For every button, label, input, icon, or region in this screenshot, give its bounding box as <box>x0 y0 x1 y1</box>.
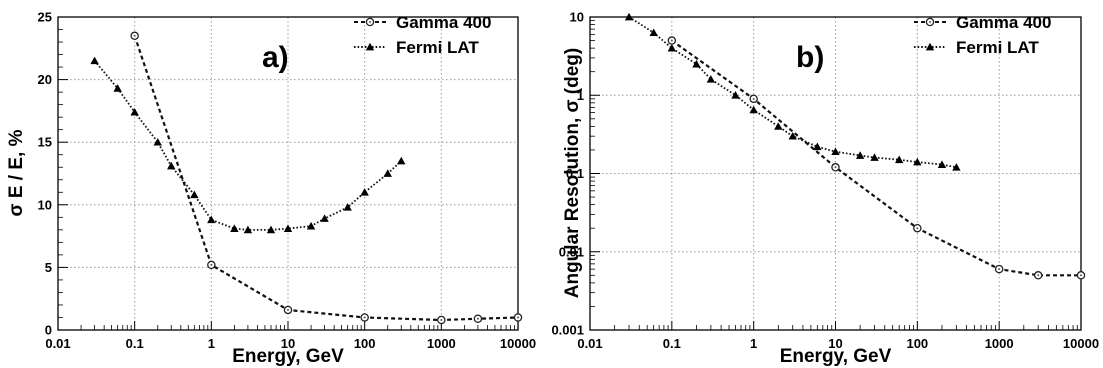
x-tick-label: 0.1 <box>126 336 144 351</box>
x-tick-label: 100 <box>354 336 376 351</box>
y-axis-label: σ E / E, % <box>6 129 27 216</box>
x-tick-label: 1 <box>750 336 757 351</box>
data-point <box>167 161 176 170</box>
data-point <box>343 203 352 211</box>
data-point <box>190 190 199 199</box>
plot-frame <box>589 16 1082 331</box>
data-point <box>774 122 783 130</box>
data-point <box>113 84 122 92</box>
x-axis-label: Energy, GeV <box>232 346 344 367</box>
series-line <box>628 16 957 169</box>
panel-label: a) <box>262 41 289 74</box>
x-tick-label: 0.01 <box>45 336 70 351</box>
legend-label: Gamma 400 <box>956 13 1051 32</box>
data-point <box>870 153 879 161</box>
data-point <box>283 224 293 232</box>
data-point <box>320 214 329 222</box>
legend-marker <box>925 42 935 51</box>
series-fermi-lat <box>624 12 961 171</box>
data-point <box>913 157 922 166</box>
x-tick-label: 0.1 <box>663 336 681 351</box>
series-fermi-lat <box>90 56 406 234</box>
series-line <box>133 35 519 322</box>
y-tick-label: 1 <box>577 88 584 103</box>
legend-label: Fermi LAT <box>396 38 479 57</box>
data-point <box>266 225 276 234</box>
data-point <box>360 188 369 196</box>
data-point <box>243 225 253 234</box>
y-tick-label: 10 <box>38 197 52 212</box>
panel-label: b) <box>796 41 824 74</box>
y-tick-label: 15 <box>38 135 52 150</box>
data-point <box>667 43 677 52</box>
series-gamma-400 <box>130 31 523 325</box>
x-tick-label: 10000 <box>500 336 536 351</box>
data-point <box>706 75 716 83</box>
legend-label: Fermi LAT <box>956 38 1039 57</box>
data-point <box>813 142 822 151</box>
x-tick-label: 10 <box>828 336 842 351</box>
data-point <box>692 59 701 68</box>
x-tick-label: 10 <box>281 336 295 351</box>
data-point <box>624 12 634 21</box>
data-point <box>649 28 658 37</box>
series-gamma-400 <box>667 36 1086 280</box>
data-point <box>306 221 316 230</box>
x-tick-label: 1000 <box>427 336 456 351</box>
plot-frame <box>57 16 519 331</box>
data-point <box>937 160 947 168</box>
series-line <box>93 60 402 231</box>
data-point <box>831 147 840 156</box>
legend: Gamma 400 Fermi LAT <box>914 13 1051 57</box>
data-point <box>230 224 239 232</box>
y-tick-label: 0 <box>45 323 52 338</box>
data-point <box>749 105 758 114</box>
y-tick-label: 5 <box>45 260 52 275</box>
legend: Gamma 400 Fermi LAT <box>354 13 491 57</box>
x-tick-label: 1 <box>208 336 215 351</box>
y-tick-label: 20 <box>38 72 52 87</box>
data-point <box>894 155 904 164</box>
y-tick-label: 0.001 <box>551 323 584 338</box>
data-point <box>383 169 392 177</box>
data-point <box>855 151 865 159</box>
y-tick-label: 0.1 <box>566 166 584 181</box>
data-point <box>130 107 139 116</box>
data-point <box>153 138 162 146</box>
legend-label: Gamma 400 <box>396 13 491 32</box>
data-point <box>397 156 406 165</box>
data-point <box>731 91 740 99</box>
x-axis-label: Energy, GeV <box>780 346 892 367</box>
x-tick-label: 10000 <box>1063 336 1099 351</box>
x-tick-label: 1000 <box>985 336 1014 351</box>
data-point <box>788 131 797 140</box>
y-tick-label: 0.01 <box>559 244 584 259</box>
data-point <box>207 215 216 224</box>
data-point <box>952 163 961 171</box>
x-tick-label: 100 <box>906 336 928 351</box>
y-tick-label: 10 <box>570 10 584 25</box>
chart-panel-a: 0.01 0.1 1 10 100 1000 10000 0 5 10 15 20 25 Gamma 40… <box>6 10 536 368</box>
x-tick-label: 0.01 <box>577 336 602 351</box>
y-tick-label: 25 <box>38 10 52 25</box>
data-point <box>90 56 99 65</box>
legend-marker <box>365 42 375 51</box>
y-axis-label: Angular Resolution, σ (deg) <box>562 48 583 299</box>
